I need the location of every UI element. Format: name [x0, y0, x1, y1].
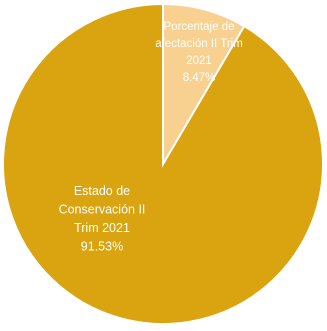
pie-slice-2 — [162, 2, 246, 168]
pie-data-label-2: Porcentaje de afectación II Trim 2021 8.47% — [155, 21, 243, 84]
pie-data-label-line: Trim 2021 — [74, 221, 130, 235]
pie-data-label-line: Conservación II — [59, 203, 146, 217]
pie-data-label-line: afectación II Trim — [155, 38, 243, 50]
pie-data-label-1: Estado de Conservación II Trim 2021 91.53% — [59, 184, 146, 254]
pie-data-label-value: 8.47% — [183, 72, 216, 84]
pie-data-label-line: Estado de — [74, 184, 130, 198]
pie-data-label-line: Porcentaje de — [164, 21, 235, 33]
pie-slices — [2, 2, 324, 325]
pie-data-label-value: 91.53% — [81, 240, 123, 254]
pie-data-label-line: 2021 — [186, 55, 212, 67]
pie-data-labels: Estado de Conservación II Trim 2021 91.53% P… — [59, 21, 243, 254]
